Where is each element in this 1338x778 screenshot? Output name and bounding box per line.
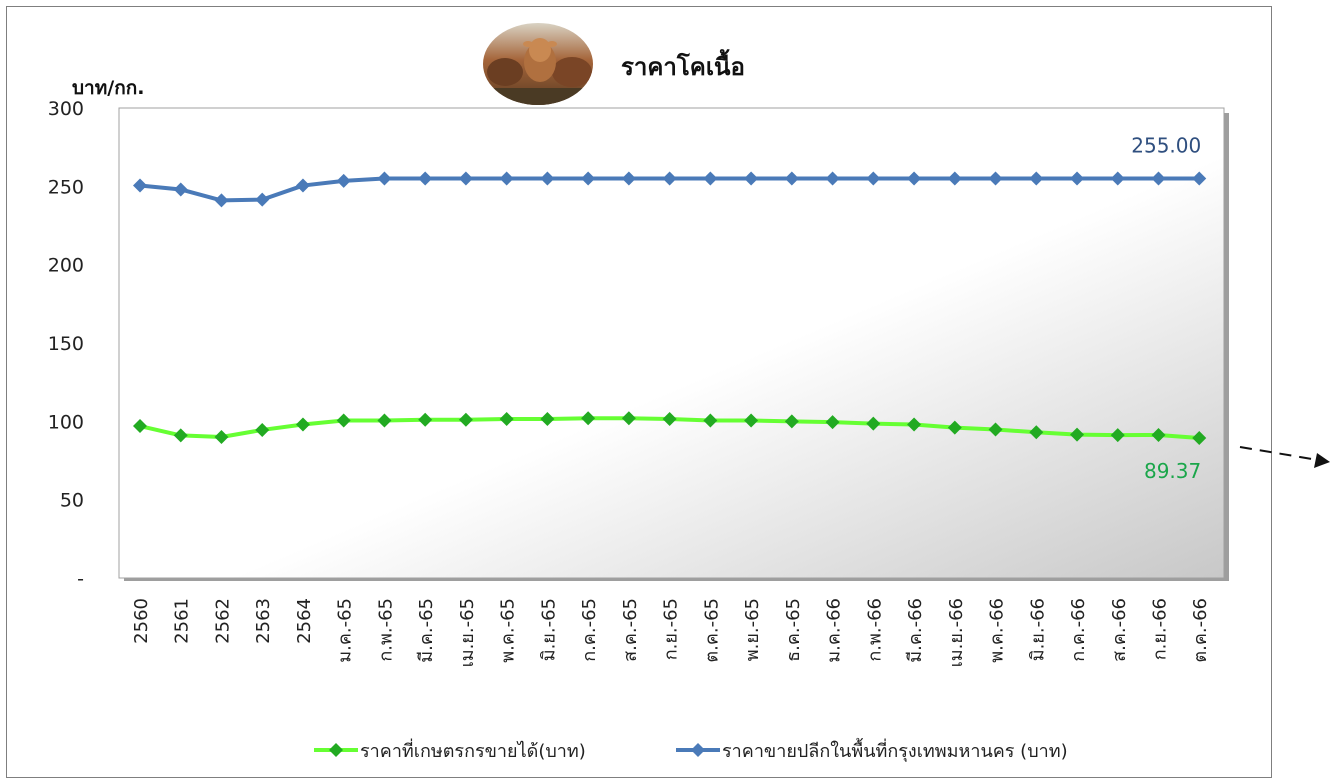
x-tick-label: ก.ค.-66 bbox=[1068, 598, 1089, 662]
legend-label: ราคาที่เกษตรกรขายได้(บาท) bbox=[360, 738, 586, 762]
x-tick-label: ต.ค.-66 bbox=[1190, 598, 1211, 663]
x-tick-label: มิ.ย.-66 bbox=[1027, 598, 1048, 661]
y-axis-ticks: - 50 100 150 200 250 300 bbox=[48, 98, 84, 590]
x-tick-label: ม.ค.-66 bbox=[824, 598, 845, 663]
x-tick-label: ก.ย.-65 bbox=[661, 598, 682, 660]
x-tick-label: ก.ย.-66 bbox=[1150, 598, 1171, 660]
y-axis-unit-label: บาท/กก. bbox=[72, 77, 144, 99]
y-tick-label: 200 bbox=[48, 255, 84, 277]
legend-marker bbox=[329, 743, 343, 757]
x-tick-label: ต.ค.-65 bbox=[701, 598, 722, 663]
x-tick-label: เม.ย.-65 bbox=[457, 598, 478, 667]
y-tick-label: 300 bbox=[48, 98, 84, 120]
series-end-label: 255.00 bbox=[1131, 134, 1201, 158]
dashed-arrow-icon bbox=[1240, 447, 1330, 468]
x-tick-label: ก.พ.-65 bbox=[375, 598, 396, 662]
x-tick-label: เม.ย.-66 bbox=[946, 598, 967, 667]
x-tick-label: พ.ค.-66 bbox=[987, 598, 1008, 663]
x-tick-label: มี.ค.-65 bbox=[416, 598, 437, 663]
x-tick-label: มิ.ย.-65 bbox=[538, 598, 559, 661]
x-tick-label: ก.พ.-66 bbox=[864, 598, 885, 662]
x-tick-label: ม.ค.-65 bbox=[335, 598, 356, 663]
legend-marker bbox=[691, 743, 705, 757]
chart-svg: ราคาโคเนื้อ บาท/กก. - 50 100 150 200 250 300 2… bbox=[0, 0, 1338, 762]
y-tick-label: 100 bbox=[48, 411, 84, 433]
x-tick-label: มี.ค.-66 bbox=[905, 598, 926, 663]
y-tick-label: 250 bbox=[48, 176, 84, 198]
x-tick-label: 2561 bbox=[172, 598, 193, 644]
x-tick-label: ส.ค.-66 bbox=[1109, 598, 1130, 662]
x-tick-label: 2560 bbox=[131, 598, 152, 644]
x-axis-ticks: 2560 2561 2562 2563 2564 ม.ค.-65 ก.พ.-65 มี.ค.-… bbox=[131, 598, 1211, 667]
x-tick-label: ส.ค.-65 bbox=[620, 598, 641, 662]
legend-label: ราคาขายปลีกในพื้นที่กรุงเทพมหานคร (บาท) bbox=[722, 738, 1068, 762]
x-tick-label: ก.ค.-65 bbox=[579, 598, 600, 662]
x-tick-label: พ.ค.-65 bbox=[498, 598, 519, 663]
x-tick-label: 2563 bbox=[253, 598, 274, 644]
chart-title: ราคาโคเนื้อ bbox=[621, 48, 745, 81]
legend: ราคาที่เกษตรกรขายได้(บาท) ราคาขายปลีกในพื… bbox=[314, 738, 1068, 762]
cattle-photo-icon bbox=[483, 23, 593, 108]
y-tick-label: 50 bbox=[60, 490, 84, 512]
x-tick-label: 2564 bbox=[294, 598, 315, 644]
x-tick-label: พ.ย.-65 bbox=[742, 598, 763, 661]
x-tick-label: 2562 bbox=[212, 598, 233, 644]
x-tick-label: ธ.ค.-65 bbox=[783, 598, 804, 662]
series-end-label: 89.37 bbox=[1144, 459, 1201, 483]
y-tick-label: - bbox=[77, 568, 84, 590]
y-tick-label: 150 bbox=[48, 333, 84, 355]
